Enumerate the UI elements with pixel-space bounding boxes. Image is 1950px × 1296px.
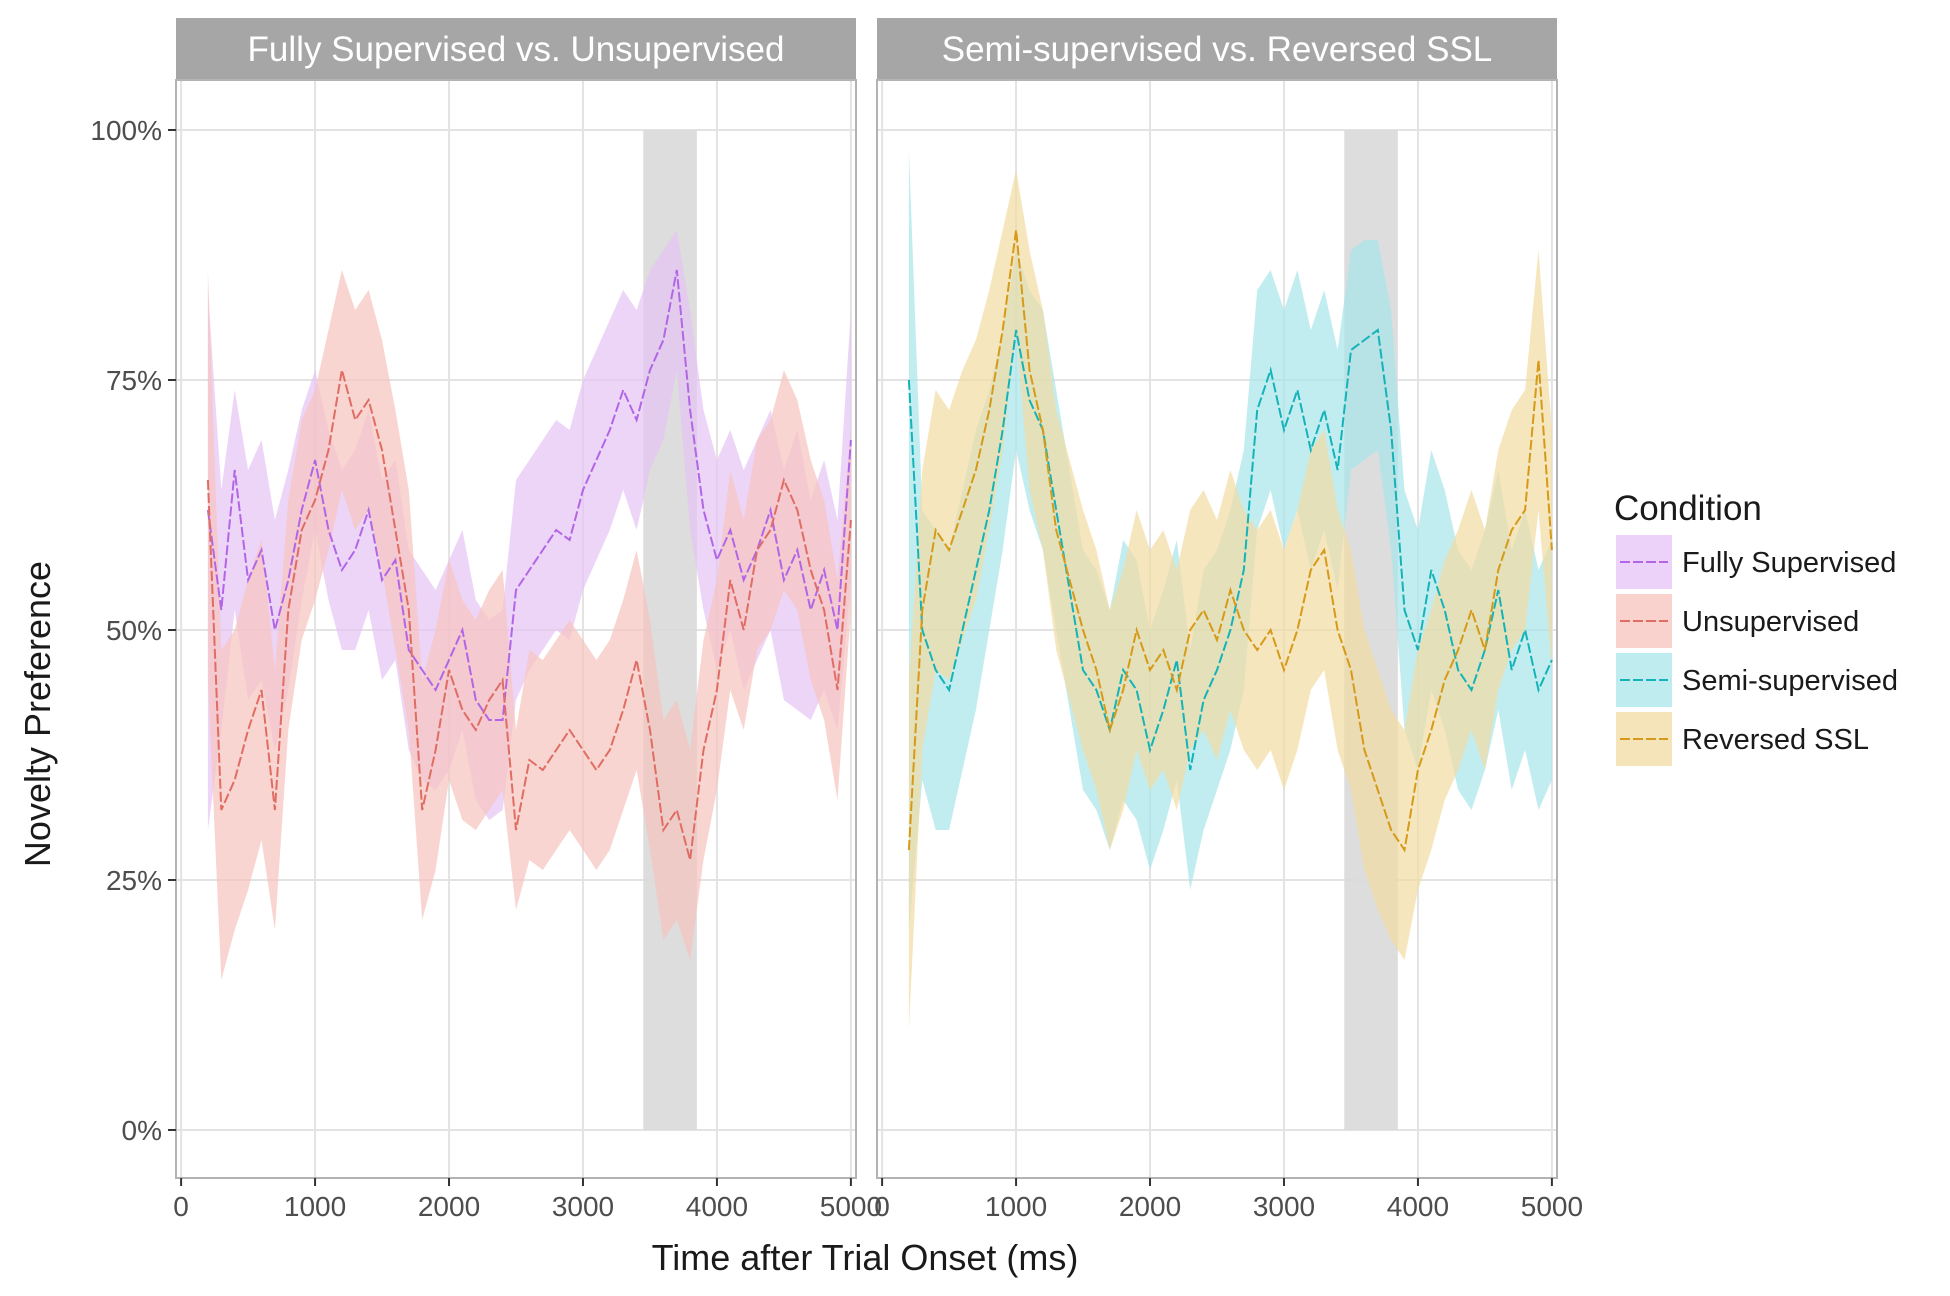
legend-label: Unsupervised	[1682, 606, 1859, 638]
ribbon-unsupervised	[207, 270, 851, 980]
legend-items: Fully Supervised Unsupervised Semi-supervi…	[1616, 535, 1898, 766]
x-tick-label: 3000	[1253, 1191, 1315, 1222]
panel-strip	[877, 18, 1557, 80]
x-tick-label: 0	[173, 1191, 189, 1222]
x-tick-label: 4000	[1387, 1191, 1449, 1222]
y-tick-label: 50%	[106, 615, 162, 646]
y-tick-label: 0%	[122, 1115, 162, 1146]
x-tick-label: 5000	[1521, 1191, 1583, 1222]
y-tick-label: 100%	[90, 115, 162, 146]
ribbon-fully-supervised	[207, 230, 851, 830]
x-tick-label: 1000	[985, 1191, 1047, 1222]
line-reversed-ssl	[907, 229, 1553, 853]
line-semi-supervised	[907, 328, 1553, 771]
panel-title: Fully Supervised vs. Unsupervised	[248, 30, 785, 69]
x-tick-label: 1000	[284, 1191, 346, 1222]
legend-item-fully-supervised: Fully Supervised	[1616, 535, 1896, 589]
legend-label: Fully Supervised	[1682, 547, 1896, 579]
x-tick-label: 2000	[1119, 1191, 1181, 1222]
x-tick-label: 0	[874, 1191, 890, 1222]
legend-title: Condition	[1614, 489, 1762, 528]
line-unsupervised	[206, 369, 852, 861]
legend-item-reversed-ssl: Reversed SSL	[1616, 712, 1869, 766]
legend-item-semi-supervised: Semi-supervised	[1616, 653, 1898, 707]
y-tick-label: 25%	[106, 865, 162, 896]
panels-layer: Fully Supervised vs. Unsupervised 0 1000 20…	[90, 18, 1583, 1222]
legend-label: Reversed SSL	[1682, 724, 1869, 756]
y-axis-title: Novelty Preference	[17, 561, 58, 867]
x-tick-label: 3000	[552, 1191, 614, 1222]
ribbon-reversed-ssl	[908, 170, 1552, 1030]
line-fully-supervised	[206, 269, 852, 721]
x-axis-title: Time after Trial Onset (ms)	[652, 1237, 1079, 1278]
panel-1: Fully Supervised vs. Unsupervised 0 1000 20…	[90, 18, 882, 1222]
legend-item-unsupervised: Unsupervised	[1616, 594, 1859, 648]
x-tick-label: 5000	[820, 1191, 882, 1222]
legend-label: Semi-supervised	[1682, 665, 1898, 697]
y-tick-label: 75%	[106, 365, 162, 396]
x-tick-label: 2000	[418, 1191, 480, 1222]
panel-border	[876, 79, 1558, 1179]
x-tick-label: 4000	[686, 1191, 748, 1222]
legend: Condition Fully Supervised Unsupervised Se…	[1614, 489, 1898, 766]
panel-strip	[176, 18, 856, 80]
panel-2: Semi-supervised vs. Reversed SSL 0 1000 200…	[874, 18, 1583, 1222]
panel-title: Semi-supervised vs. Reversed SSL	[942, 30, 1493, 69]
